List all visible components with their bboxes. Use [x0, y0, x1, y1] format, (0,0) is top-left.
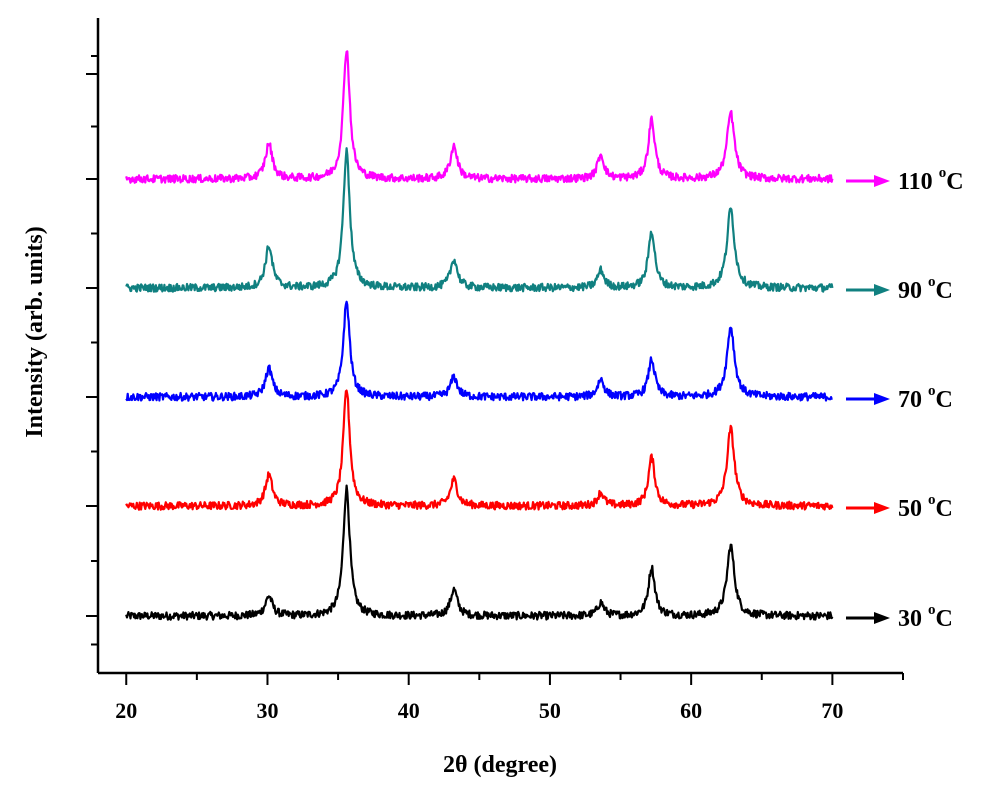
x-axis-title: 2θ (degree)	[443, 752, 557, 778]
series-arrow-2	[846, 393, 890, 405]
series-line-1	[125, 389, 834, 511]
series-arrow-1	[846, 502, 890, 514]
series-line-4	[125, 50, 834, 184]
series-label-0: 30 oC	[898, 602, 953, 632]
series-label-1: 50 oC	[898, 492, 953, 522]
series-line-2	[125, 300, 833, 402]
series-label-4: 110 oC	[898, 165, 964, 195]
series-group	[125, 50, 834, 621]
x-tick-label: 60	[680, 698, 702, 723]
x-tick-label: 20	[115, 698, 137, 723]
y-axis-title: Intensity (arb. units)	[22, 226, 48, 437]
x-tick-label: 40	[398, 698, 420, 723]
x-tick-label: 70	[821, 698, 843, 723]
axes: 20 30 40 50 60 70	[86, 18, 904, 723]
series-label-3: 90 oC	[898, 274, 953, 304]
series-arrow-3	[846, 284, 890, 296]
series-arrow-0	[846, 612, 890, 624]
x-tick-label: 30	[256, 698, 278, 723]
x-tick-label: 50	[539, 698, 561, 723]
series-label-2: 70 oC	[898, 383, 953, 413]
series-line-0	[125, 484, 834, 621]
series-arrow-4	[846, 175, 890, 187]
series-labels: 30 oC 50 oC 70 oC 90 oC 110 oC	[846, 165, 964, 632]
series-line-3	[125, 147, 834, 293]
